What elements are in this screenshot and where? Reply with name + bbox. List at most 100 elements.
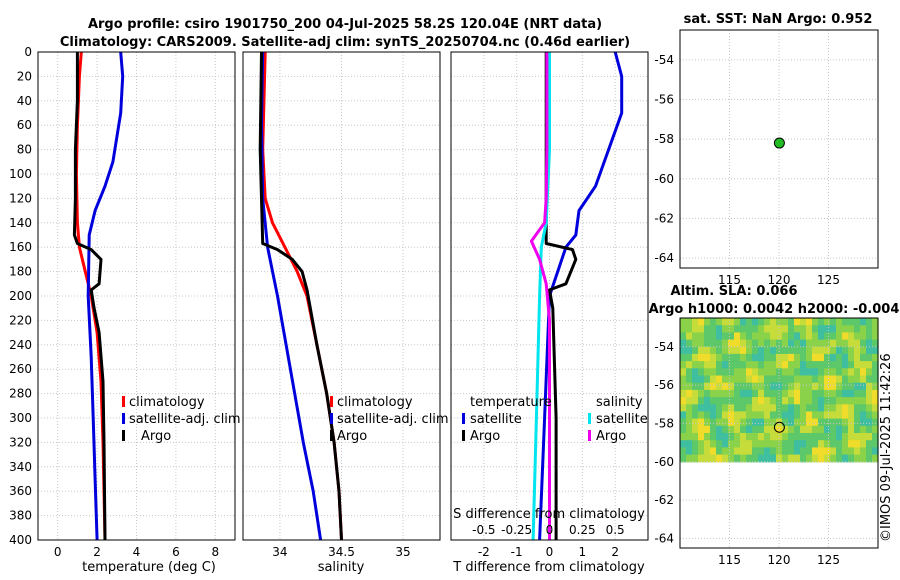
heatmap-cell: [806, 318, 813, 326]
heatmap-cell: [722, 404, 729, 413]
heatmap-cell: [794, 454, 801, 463]
heatmap-cell: [722, 332, 729, 341]
heatmap-cell: [860, 325, 867, 333]
heatmap-cell: [710, 411, 717, 420]
heatmap-cell: [842, 404, 849, 413]
heatmap-cell: [842, 361, 849, 369]
heatmap-cell: [746, 332, 753, 341]
heatmap-cell: [836, 397, 843, 405]
heatmap-cell: [836, 361, 843, 369]
series-line-climatology: [261, 51, 343, 541]
heatmap-cell: [704, 346, 711, 355]
heatmap-cell: [842, 425, 849, 434]
heatmap-cell: [788, 353, 795, 362]
heatmap-cell: [746, 440, 753, 448]
heatmap-cell: [824, 361, 831, 369]
heatmap-cell: [806, 454, 813, 463]
heatmap-cell: [698, 332, 705, 341]
heatmap-cell: [854, 411, 861, 420]
heatmap-cell: [842, 397, 849, 405]
heatmap-cell: [824, 418, 831, 427]
heatmap-cell: [722, 325, 729, 333]
y-tick-label: 180: [9, 265, 32, 279]
heatmap-cell: [800, 433, 807, 441]
x-tick-label: -2: [478, 545, 490, 559]
heatmap-cell: [752, 382, 759, 391]
heatmap-cell: [806, 418, 813, 427]
heatmap-cell: [860, 411, 867, 420]
sla-title-line2: Argo h1000: 0.0042 h2000: -0.004: [649, 302, 900, 317]
heatmap-cell: [818, 361, 825, 369]
heatmap-cell: [728, 404, 735, 413]
heatmap-cell: [740, 404, 747, 413]
difference-temperature-legend: temperature satellite Argo: [462, 395, 552, 444]
heatmap-cell: [710, 433, 717, 441]
heatmap-cell: [842, 454, 849, 463]
x-tick-label: 125: [817, 273, 840, 287]
heatmap-cell: [794, 433, 801, 441]
heatmap-cell: [818, 339, 825, 348]
heatmap-cell: [824, 325, 831, 333]
heatmap-cell: [800, 418, 807, 427]
heatmap-cell: [770, 404, 777, 413]
heatmap-cell: [818, 418, 825, 427]
heatmap-cell: [782, 382, 789, 391]
series-line-argo-s-diff: [529, 52, 551, 540]
main-title-line1: Argo profile: csiro 1901750_200 04-Jul-2…: [88, 17, 602, 32]
heatmap-cell: [854, 375, 861, 384]
heatmap-cell: [710, 346, 717, 355]
heatmap-cell: [758, 454, 765, 463]
heatmap-cell: [830, 382, 837, 391]
heatmap-cell: [830, 346, 837, 355]
heatmap-cell: [800, 339, 807, 348]
legend-heading-salinity: salinity: [596, 395, 643, 410]
heatmap-cell: [728, 425, 735, 434]
difference-salinity-legend: salinity satellite Argo: [588, 395, 648, 444]
heatmap-cell: [806, 425, 813, 434]
y-tick-label: -64: [654, 531, 674, 545]
heatmap-cell: [710, 375, 717, 384]
heatmap-cell: [806, 332, 813, 341]
heatmap-cell: [866, 353, 873, 362]
heatmap-cell: [824, 404, 831, 413]
heatmap-cell: [752, 447, 759, 456]
heatmap-cell: [788, 404, 795, 413]
heatmap-cell: [710, 382, 717, 391]
heatmap-cell: [734, 425, 741, 434]
heatmap-cell: [842, 346, 849, 355]
heatmap-cell: [830, 339, 837, 348]
heatmap-cell: [776, 361, 783, 369]
heatmap-cell: [776, 397, 783, 405]
temperature-xlabel: temperature (deg C): [82, 560, 216, 575]
heatmap-cell: [716, 339, 723, 348]
heatmap-cell: [866, 397, 873, 405]
heatmap-cell: [872, 454, 879, 463]
heatmap-cell: [758, 325, 765, 333]
heatmap-cell: [728, 389, 735, 398]
heatmap-cell: [800, 361, 807, 369]
heatmap-cell: [800, 368, 807, 377]
heatmap-cell: [848, 368, 855, 377]
heatmap-cell: [692, 361, 699, 369]
heatmap-cell: [752, 318, 759, 326]
heatmap-cell: [698, 404, 705, 413]
heatmap-cell: [770, 454, 777, 463]
heatmap-cell: [830, 404, 837, 413]
heatmap-cell: [746, 382, 753, 391]
legend-swatch-satellite-t: [462, 413, 465, 424]
heatmap-cell: [818, 389, 825, 398]
heatmap-cell: [824, 397, 831, 405]
x-tick-label: 4: [133, 545, 141, 559]
heatmap-cell: [722, 425, 729, 434]
y-tick-label: -54: [654, 340, 674, 354]
heatmap-cell: [842, 325, 849, 333]
heatmap-cell: [692, 447, 699, 456]
heatmap-cell: [710, 397, 717, 405]
heatmap-cell: [722, 454, 729, 463]
heatmap-cell: [686, 368, 693, 377]
heatmap-cell: [794, 397, 801, 405]
heatmap-cell: [842, 368, 849, 377]
heatmap-cell: [764, 404, 771, 413]
heatmap-cell: [716, 404, 723, 413]
heatmap-cell: [788, 440, 795, 448]
